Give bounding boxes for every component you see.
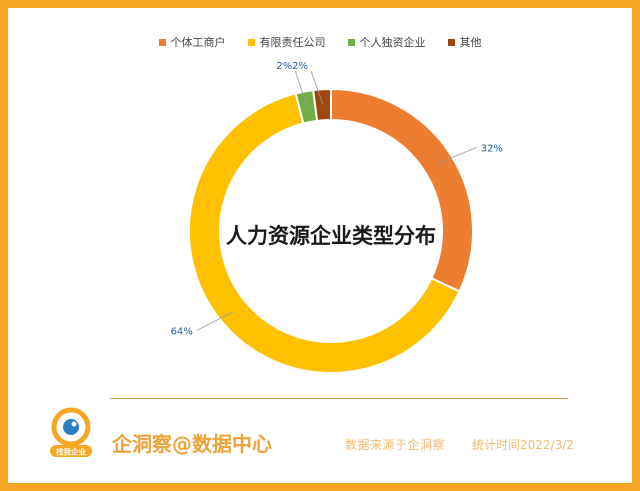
data-label: 2% [276, 61, 292, 72]
chart-legend: 个体工商户 有限责任公司 个人独资企业 其他 [0, 34, 640, 50]
legend-item: 个体工商户 [158, 34, 226, 50]
legend-swatch [347, 38, 355, 46]
donut-slice [188, 92, 461, 374]
legend-item: 个人独资企业 [347, 34, 426, 50]
donut-slice [312, 87, 332, 122]
legend-label: 个体工商户 [170, 36, 226, 49]
leader-line [310, 70, 324, 105]
footer-brand: 企洞察@数据中心 [112, 432, 272, 456]
legend-swatch [247, 38, 255, 46]
donut-slice [330, 87, 474, 293]
data-label: 64% [171, 326, 193, 337]
data-label: 2% [292, 61, 308, 72]
legend-item: 其他 [447, 34, 482, 50]
footer-date: 统计时间2022/3/2 [472, 438, 574, 452]
leader-line [196, 311, 234, 331]
legend-label: 其他 [459, 36, 482, 49]
legend-label: 个人独资企业 [359, 36, 426, 49]
legend-item: 有限责任公司 [247, 34, 326, 50]
footer-source: 数据来源于企洞察 [345, 438, 446, 452]
leader-line [437, 147, 477, 164]
leader-line [294, 70, 308, 107]
legend-swatch [447, 38, 455, 46]
data-label: 32% [481, 143, 503, 154]
footer-divider [110, 398, 568, 399]
legend-swatch [158, 38, 166, 46]
chart-title: 人力资源企业类型分布 [226, 224, 436, 248]
brand-logo-icon: 找我企业 [50, 407, 92, 457]
legend-label: 有限责任公司 [259, 36, 326, 49]
logo-badge-text: 找我企业 [56, 447, 86, 457]
